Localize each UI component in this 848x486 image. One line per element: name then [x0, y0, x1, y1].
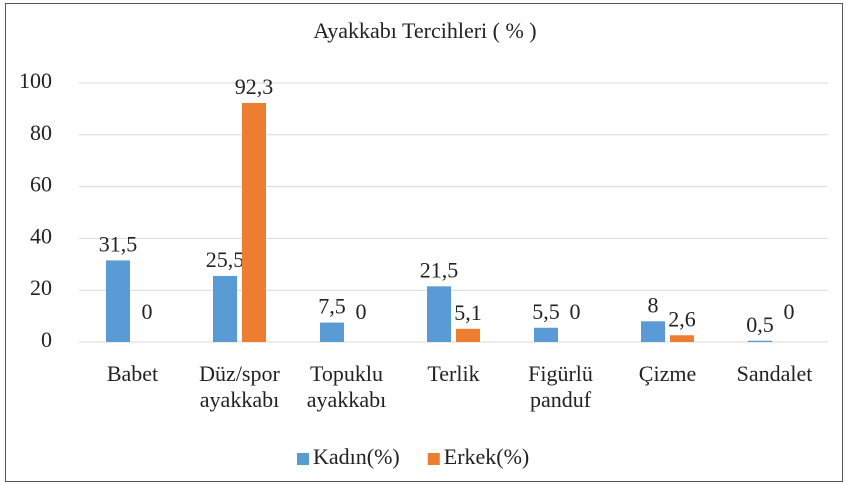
value-label: 25,5 — [206, 247, 245, 272]
value-label: 5,5 — [532, 299, 560, 324]
value-label: 2,6 — [668, 306, 696, 331]
x-tick-label: Babet — [107, 361, 158, 386]
bar — [320, 322, 344, 342]
value-label: 0 — [142, 299, 153, 324]
value-label: 0,5 — [746, 312, 774, 337]
y-tick-label: 20 — [30, 275, 52, 300]
value-label: 92,3 — [235, 74, 274, 99]
x-tick-label: Sandalet — [737, 361, 813, 386]
y-tick-label: 40 — [30, 223, 52, 248]
chart-title: Ayakkabı Tercihleri ( % ) — [313, 18, 536, 43]
value-label: 5,1 — [454, 300, 482, 325]
y-tick-label: 80 — [30, 120, 52, 145]
bar — [641, 321, 665, 342]
bar — [427, 286, 451, 342]
bar — [213, 275, 237, 342]
legend-label: Erkek(%) — [444, 444, 530, 469]
x-tick-label: panduf — [530, 387, 592, 412]
y-tick-label: 0 — [41, 327, 52, 352]
legend-swatch — [427, 453, 440, 465]
value-label: 8 — [648, 292, 659, 317]
bar — [242, 102, 266, 343]
bar — [456, 328, 480, 342]
bar — [534, 327, 558, 342]
y-tick-label: 60 — [30, 172, 52, 197]
value-label: 0 — [784, 299, 795, 324]
value-label: 0 — [356, 299, 367, 324]
value-label: 21,5 — [420, 257, 459, 282]
x-tick-label: ayakkabı — [200, 387, 279, 412]
x-tick-label: Düz/spor — [199, 361, 280, 386]
legend-swatch — [297, 453, 309, 465]
value-label: 7,5 — [318, 294, 346, 319]
bar — [670, 335, 694, 342]
legend-label: Kadın(%) — [313, 444, 400, 469]
x-tick-label: Topuklu — [310, 361, 383, 386]
x-tick-label: ayakkabı — [307, 387, 386, 412]
value-label: 31,5 — [99, 231, 138, 256]
bar — [748, 340, 772, 342]
value-label: 0 — [570, 299, 581, 324]
bar — [106, 260, 130, 342]
x-tick-label: Figürlü — [528, 361, 593, 386]
x-tick-label: Çizme — [639, 361, 696, 386]
y-tick-label: 100 — [19, 68, 52, 93]
x-tick-label: Terlik — [427, 361, 479, 386]
